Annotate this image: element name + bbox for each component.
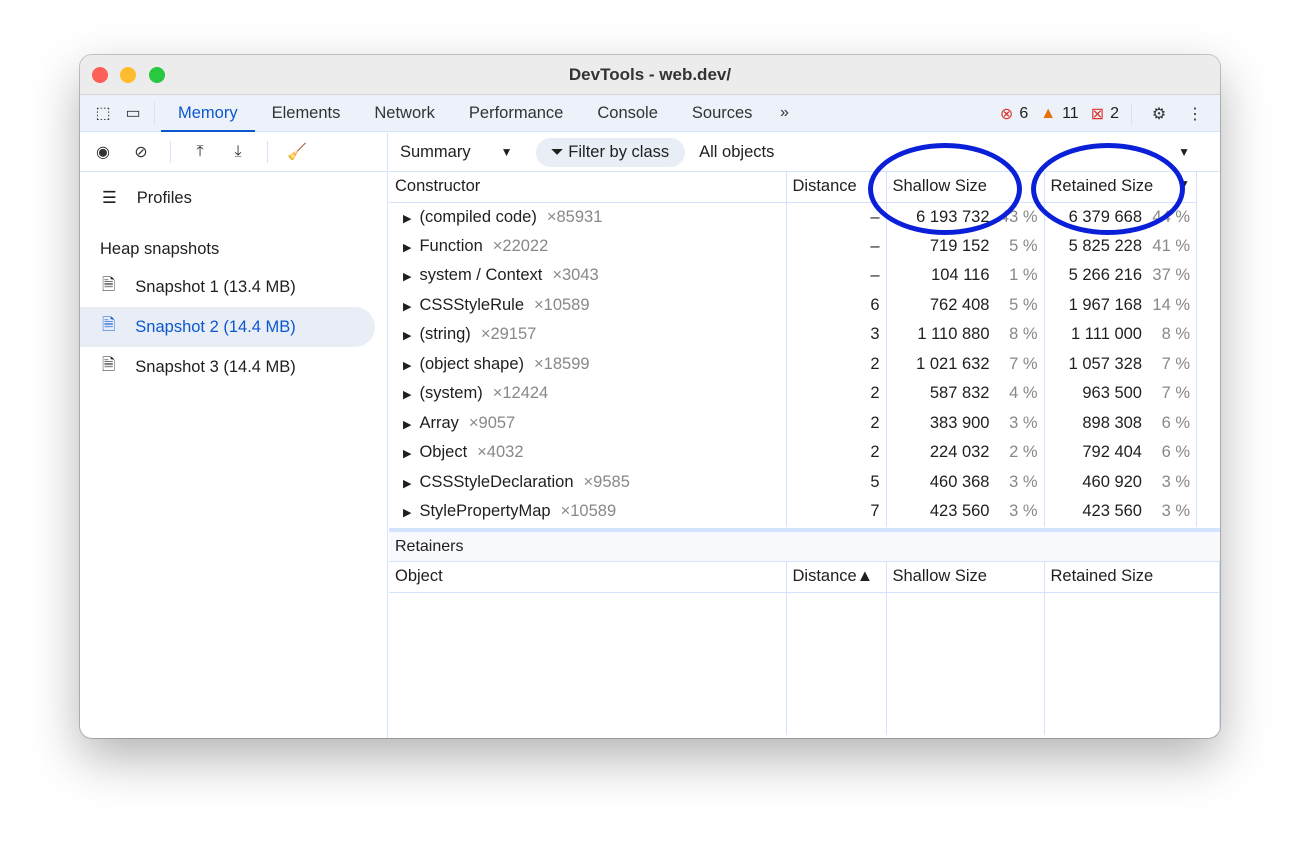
- view-select[interactable]: Summary: [400, 142, 471, 161]
- expand-triangle-icon[interactable]: ▶: [403, 330, 412, 343]
- table-row[interactable]: ▶ (system) ×12424 2 587 832 4 % 963 500 7 %: [389, 379, 1197, 409]
- issues-count[interactable]: 2: [1110, 104, 1119, 122]
- filter-icon: ⏷: [550, 142, 564, 161]
- retainers-table: Object Distance▲ Shallow Size Retained S…: [389, 562, 1220, 735]
- expand-triangle-icon[interactable]: ▶: [403, 359, 412, 372]
- filter-by-class-input[interactable]: ⏷ Filter by class: [536, 137, 686, 167]
- expand-triangle-icon[interactable]: ▶: [403, 418, 412, 431]
- minimize-button[interactable]: [120, 67, 136, 83]
- chevron-down-icon[interactable]: ▼: [500, 145, 513, 159]
- column-shallow-size[interactable]: Shallow Size: [886, 562, 1045, 593]
- snapshot-file-icon: 🗎: [102, 316, 116, 334]
- devtools-window: DevTools - web.dev/ ⬚ ▭ Memory Elements …: [80, 55, 1220, 738]
- gear-icon[interactable]: ⚙: [1151, 105, 1167, 123]
- table-row[interactable]: ▶ CSSStyleRule ×10589 6 762 408 5 % 1 967 1…: [389, 290, 1197, 320]
- device-toolbar-icon[interactable]: ▭: [125, 105, 141, 122]
- table-row[interactable]: ▶ CSSStyleDeclaration ×9585 5 460 368 3 % 4…: [389, 467, 1197, 497]
- expand-triangle-icon[interactable]: ▶: [403, 477, 412, 490]
- expand-triangle-icon[interactable]: ▶: [403, 389, 412, 402]
- upload-icon[interactable]: ⤒: [196, 143, 204, 160]
- annotation-circle-shallow: [868, 143, 1022, 235]
- profiles-header: ☰ Profiles: [102, 188, 192, 208]
- snapshot-item[interactable]: 🗎 Snapshot 2 (14.4 MB): [80, 307, 375, 347]
- column-constructor[interactable]: Constructor: [389, 172, 787, 203]
- snapshot-file-icon: 🗎: [102, 276, 116, 294]
- column-object[interactable]: Object: [389, 562, 787, 593]
- sliders-icon: ☰: [102, 189, 117, 207]
- table-row[interactable]: ▶ Object ×4032 2 224 032 2 % 792 404 6 %: [389, 438, 1197, 468]
- record-icon[interactable]: ◉: [96, 144, 110, 161]
- table-row[interactable]: ▶ Function ×22022 – 719 152 5 % 5 825 228 41…: [389, 231, 1197, 261]
- download-icon[interactable]: ⤓: [234, 143, 242, 160]
- expand-triangle-icon[interactable]: ▶: [403, 271, 412, 284]
- profiles-sidebar: ◉ ⊘ ⤒ ⤓ 🧹 ☰ Profiles Heap snapshots 🗎 Snap…: [80, 133, 388, 738]
- more-tabs-icon[interactable]: »: [779, 104, 789, 121]
- clear-icon[interactable]: ⊘: [134, 144, 148, 161]
- more-options-icon[interactable]: ⋮: [1187, 105, 1203, 123]
- snapshot-item[interactable]: 🗎 Snapshot 1 (13.4 MB): [80, 267, 387, 307]
- tab-sources[interactable]: Sources: [691, 103, 753, 122]
- retainers-title: Retainers: [389, 532, 1220, 562]
- expand-triangle-icon[interactable]: ▶: [403, 448, 412, 461]
- snapshot-file-icon: 🗎: [102, 356, 116, 374]
- expand-triangle-icon[interactable]: ▶: [403, 300, 412, 313]
- tab-console[interactable]: Console: [597, 103, 658, 122]
- heap-snapshots-heading: Heap snapshots: [100, 240, 220, 258]
- tab-elements[interactable]: Elements: [271, 103, 341, 122]
- table-row[interactable]: ▶ (string) ×29157 3 1 110 880 8 % 1 111 000…: [389, 320, 1197, 350]
- tab-network[interactable]: Network: [374, 103, 435, 122]
- title-bar: DevTools - web.dev/: [80, 55, 1220, 95]
- warning-count[interactable]: 11: [1062, 104, 1079, 122]
- column-distance[interactable]: Distance▲: [786, 562, 887, 593]
- window-title: DevTools - web.dev/: [568, 65, 732, 84]
- snapshot-item[interactable]: 🗎 Snapshot 3 (14.4 MB): [80, 347, 387, 387]
- snapshot-view: Summary ▼ ⏷ Filter by class All objects ▼…: [389, 133, 1220, 738]
- table-row[interactable]: ▶ (object shape) ×18599 2 1 021 632 7 % 1 0…: [389, 349, 1197, 379]
- expand-triangle-icon[interactable]: ▶: [403, 507, 412, 520]
- close-button[interactable]: [92, 67, 108, 83]
- table-row[interactable]: ▶ StylePropertyMap ×10589 7 423 560 3 % 423…: [389, 497, 1197, 527]
- tab-memory[interactable]: Memory: [161, 95, 255, 132]
- collect-garbage-icon[interactable]: 🧹: [287, 144, 307, 161]
- column-retained-size[interactable]: Retained Size: [1044, 562, 1220, 593]
- zoom-button[interactable]: [149, 67, 165, 83]
- tab-performance[interactable]: Performance: [468, 103, 564, 122]
- annotation-circle-retained: [1031, 143, 1185, 235]
- warning-icon[interactable]: ▲: [1040, 104, 1057, 122]
- objects-select[interactable]: All objects: [699, 142, 775, 161]
- error-icon[interactable]: ⊗: [999, 105, 1014, 123]
- issues-icon[interactable]: ⊠: [1090, 105, 1105, 123]
- table-row[interactable]: ▶ Array ×9057 2 383 900 3 % 898 308 6 %: [389, 408, 1197, 438]
- tab-bar: ⬚ ▭ Memory Elements Network Performance …: [80, 95, 1220, 132]
- inspect-element-icon[interactable]: ⬚: [95, 105, 111, 122]
- expand-triangle-icon[interactable]: ▶: [403, 241, 412, 254]
- chevron-down-icon[interactable]: ▼: [1178, 145, 1190, 159]
- error-count[interactable]: 6: [1019, 104, 1029, 122]
- expand-triangle-icon[interactable]: ▶: [403, 212, 412, 225]
- table-row[interactable]: ▶ system / Context ×3043 – 104 116 1 % 5 26…: [389, 261, 1197, 291]
- constructor-table: Constructor Distance Shallow Size Retain…: [389, 172, 1197, 527]
